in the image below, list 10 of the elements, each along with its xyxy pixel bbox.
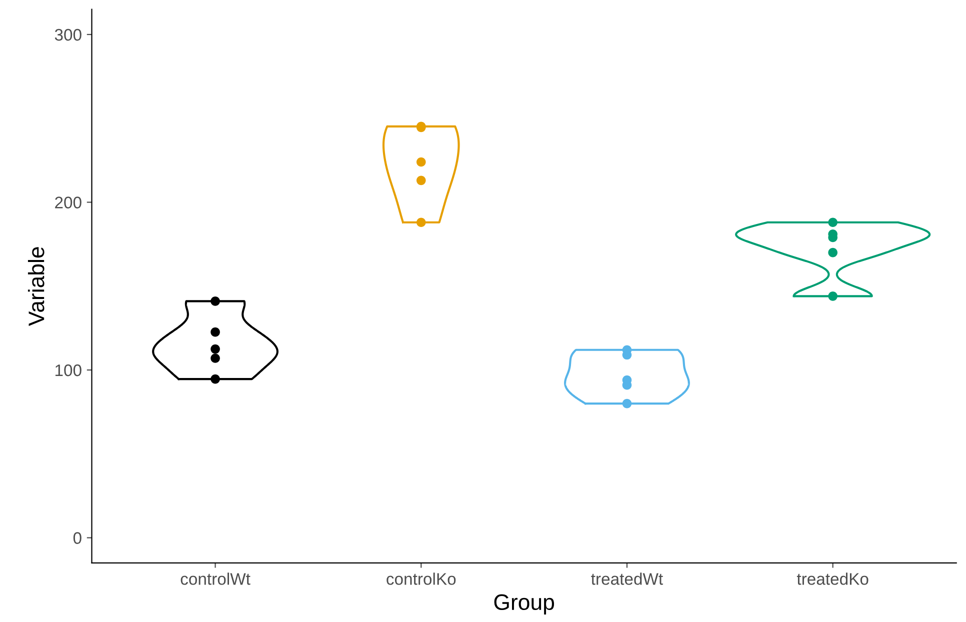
y-tick-label: 0 (73, 532, 82, 544)
x-tick-label: controlWt (180, 572, 250, 585)
x-tick-label: treatedKo (796, 572, 868, 585)
x-tick-label: controlKo (386, 572, 456, 585)
x-axis-title: Group (494, 594, 554, 614)
x-tick-label: treatedWt (591, 572, 663, 585)
y-tick-label: 300 (54, 28, 82, 41)
y-tick-label: 100 (56, 364, 82, 376)
y-axis-title: Variable (28, 247, 44, 326)
y-tick-label: 200 (55, 196, 82, 208)
